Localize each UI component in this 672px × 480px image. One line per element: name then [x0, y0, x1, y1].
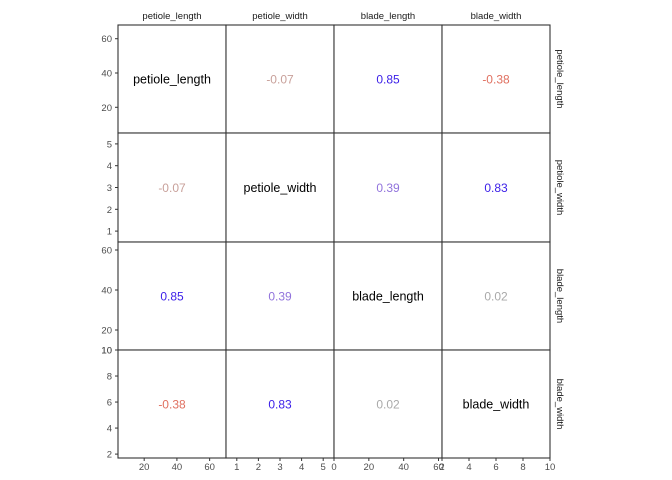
x-tick-label: 10: [545, 462, 556, 473]
strip-labels-layer: petiole_length petiole_width blade_length b…: [142, 11, 565, 429]
x-tick-label: 4: [299, 462, 304, 473]
y-tick-label: 10: [101, 346, 112, 357]
row-strip-label: blade_width: [554, 379, 565, 430]
x-tick-label: 4: [466, 462, 471, 473]
y-tick-label: 2: [107, 205, 112, 216]
panel-0-2: [333, 24, 443, 134]
diagonal-variable-label: blade_width: [463, 398, 530, 412]
correlation-label: -0.38: [158, 398, 186, 412]
y-tick-label: 5: [107, 139, 112, 150]
correlation-label: 0.83: [484, 181, 508, 195]
x-tick-label: 20: [364, 462, 375, 473]
correlation-label: -0.07: [266, 73, 294, 87]
column-strip-label: petiole_width: [252, 11, 307, 22]
panel-1-3: [441, 132, 551, 243]
y-tick-label: 4: [107, 161, 112, 172]
correlation-label: 0.02: [376, 398, 400, 412]
diagonal-variable-label: petiole_length: [133, 73, 211, 87]
panel-2-1: [225, 241, 335, 351]
y-tick-label: 2: [107, 450, 112, 461]
x-tick-label: 0: [331, 462, 336, 473]
correlation-label: 0.85: [160, 290, 184, 304]
x-tick-label: 40: [172, 462, 183, 473]
diagonal-variable-label: petiole_width: [244, 181, 317, 195]
correlation-label: 0.83: [268, 398, 292, 412]
row-strip-label: petiole_length: [554, 49, 565, 108]
correlation-label: -0.07: [158, 181, 186, 195]
column-strip-label: blade_width: [471, 11, 522, 22]
correlation-label: 0.85: [376, 73, 400, 87]
y-tick-label: 6: [107, 398, 112, 409]
correlation-label: 0.39: [268, 290, 292, 304]
panel-1-0: [117, 132, 227, 243]
panel-3-2: [333, 349, 443, 459]
y-tick-label: 8: [107, 372, 112, 383]
x-tick-label: 6: [493, 462, 498, 473]
panel-3-1: [225, 349, 335, 459]
x-tick-label: 40: [398, 462, 409, 473]
panel-0-1: [225, 24, 335, 134]
x-tick-label: 2: [439, 462, 444, 473]
y-tick-label: 4: [107, 424, 112, 435]
y-tick-label: 10: [101, 346, 112, 357]
x-tick-label: 60: [433, 462, 444, 473]
y-tick-label: 20: [101, 326, 112, 337]
y-tick-label: 60: [101, 34, 112, 45]
column-strip-label: blade_length: [361, 11, 415, 22]
row-strip-label: blade_length: [554, 269, 565, 323]
panel-3-3: [441, 349, 551, 459]
x-tick-label: 5: [321, 462, 326, 473]
y-tick-label: 20: [101, 103, 112, 114]
correlation-label: 0.02: [484, 290, 508, 304]
x-tick-label: 8: [520, 462, 525, 473]
x-tick-label: 1: [234, 462, 239, 473]
correlation-label: 0.39: [376, 181, 400, 195]
panel-0-0: [117, 24, 227, 134]
row-strip-label: petiole_width: [554, 160, 565, 215]
panel-3-0: [117, 349, 227, 459]
panel-0-3: [441, 24, 551, 134]
column-strip-label: petiole_length: [142, 11, 201, 22]
x-tick-label: 2: [256, 462, 261, 473]
diagonal-variable-label: blade_length: [352, 290, 424, 304]
y-tick-label: 60: [101, 246, 112, 257]
x-tick-label: 3: [277, 462, 282, 473]
panel-1-1: [225, 132, 335, 243]
panels-layer: petiole_length -0.07 0.85 -0.38 -0.07 petiole…: [117, 24, 551, 459]
x-tick-label: 60: [204, 462, 215, 473]
y-tick-label: 3: [107, 183, 112, 194]
correlation-label: -0.38: [482, 73, 510, 87]
y-tick-label: 1: [107, 227, 112, 238]
y-tick-label: 40: [101, 286, 112, 297]
panel-2-3: [441, 241, 551, 351]
x-tick-label: 20: [139, 462, 150, 473]
y-tick-label: 40: [101, 69, 112, 80]
